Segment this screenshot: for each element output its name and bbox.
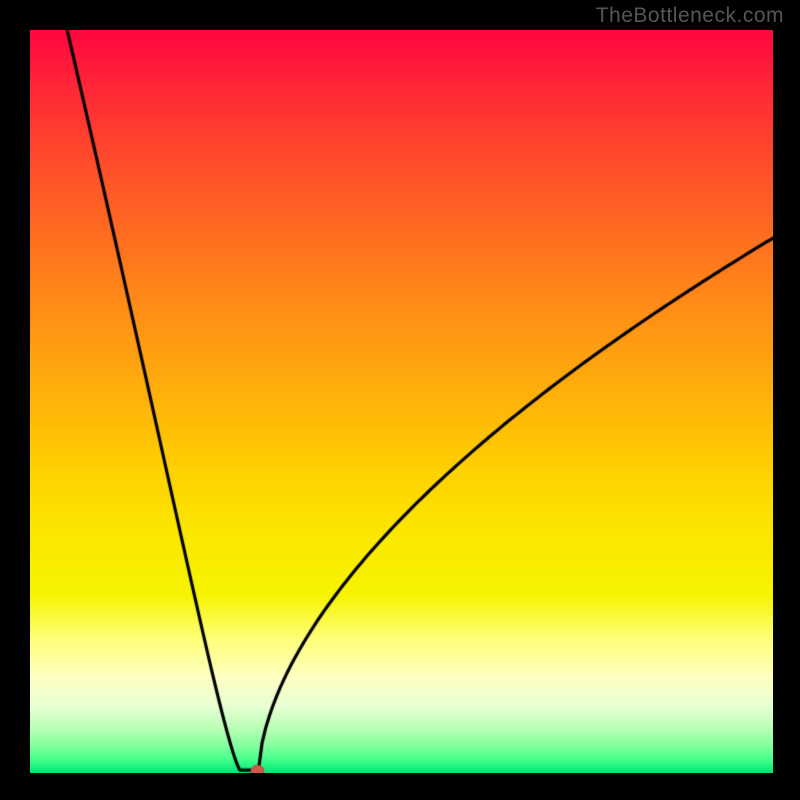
bottleneck-curve — [30, 30, 773, 773]
plot-area — [30, 30, 773, 773]
chart-container: TheBottleneck.com — [0, 0, 800, 800]
watermark-text: TheBottleneck.com — [596, 4, 784, 28]
